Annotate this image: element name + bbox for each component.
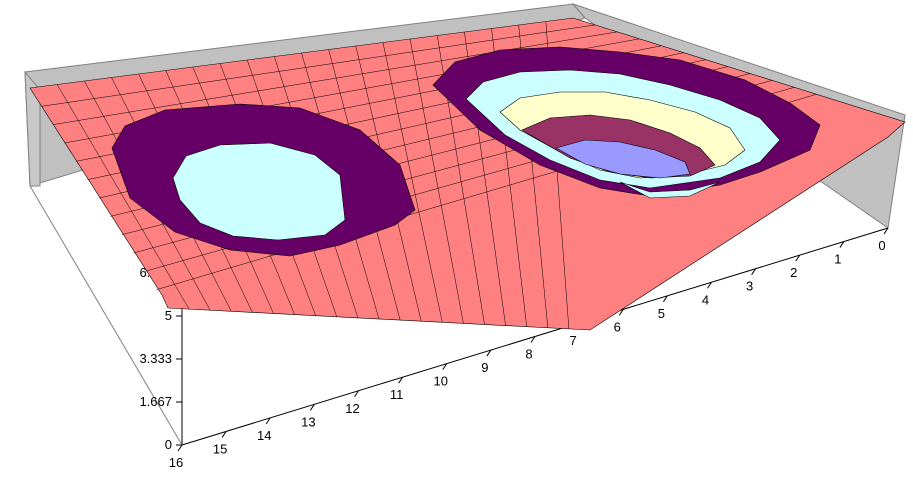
x-tick-mark — [662, 295, 668, 303]
x-tick-label: 4 — [702, 292, 709, 307]
x-tick-label: 10 — [434, 374, 448, 389]
x-tick-mark — [354, 390, 359, 398]
x-tick-label: 9 — [481, 360, 488, 375]
mesh-line — [382, 42, 443, 323]
x-tick-label: 5 — [658, 306, 665, 321]
left-wall — [24, 70, 41, 187]
x-tick-mark — [618, 309, 624, 316]
x-tick-label: 1 — [834, 252, 841, 267]
x-tick-mark — [530, 336, 536, 343]
right-dip-underside — [619, 181, 721, 199]
x-tick-label: 13 — [301, 414, 315, 429]
x-tick-label: 16 — [169, 455, 183, 470]
mesh-line — [56, 84, 190, 310]
x-tick-mark — [795, 254, 801, 262]
x-tick-mark — [751, 268, 757, 275]
right-depression — [432, 46, 821, 199]
z-tick-label: 3.333 — [139, 351, 172, 366]
floor-left-edge — [29, 185, 183, 446]
x-tick-label: 6 — [614, 319, 621, 334]
x-tick-mark — [265, 417, 271, 425]
x-tick-mark — [707, 281, 712, 289]
right-lavender-band — [555, 139, 691, 179]
z-tick-label: 5 — [165, 308, 172, 323]
left-depression — [111, 103, 416, 257]
x-tick-label: 7 — [570, 333, 577, 348]
x-tick-label: 15 — [213, 441, 227, 456]
left-inner-band — [172, 142, 346, 241]
z-tick-label: 0 — [165, 437, 172, 452]
x-tick-mark — [839, 241, 845, 248]
x-tick-label: 8 — [525, 347, 532, 362]
x-tick-mark — [177, 444, 183, 452]
x-tick-mark — [309, 404, 315, 411]
x-tick-label: 14 — [257, 428, 271, 443]
mesh-line — [41, 24, 596, 107]
x-tick-label: 11 — [390, 387, 404, 402]
x-tick-label: 2 — [790, 265, 797, 280]
mesh-line — [52, 31, 618, 125]
mesh-line — [409, 38, 464, 324]
z-tick-label: 1.667 — [139, 394, 172, 409]
x-tick-mark — [442, 363, 448, 370]
x-tick-label: 3 — [746, 279, 753, 294]
x-tick-mark — [486, 349, 492, 357]
x-tick-label: 0 — [878, 238, 885, 253]
x-tick-mark — [883, 227, 889, 235]
x-tick-mark — [221, 431, 227, 438]
x-tick-mark — [398, 376, 404, 384]
x-tick-label: 12 — [345, 401, 359, 416]
